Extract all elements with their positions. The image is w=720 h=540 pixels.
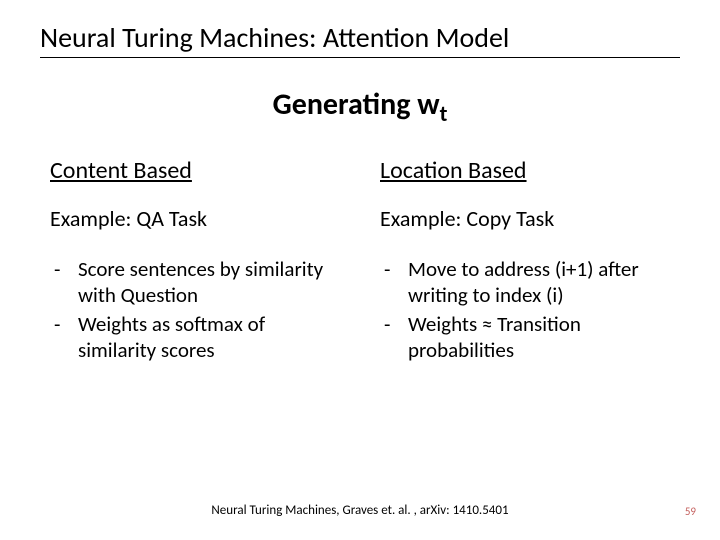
citation: Neural Turing Machines, Graves et. al. ,…: [0, 503, 720, 518]
slide: Neural Turing Machines: Attention Model …: [0, 0, 720, 540]
columns: Content Based Example: QA Task -Score se…: [40, 156, 680, 365]
list-item: -Move to address (i+1) after writing to …: [380, 256, 670, 309]
left-column: Content Based Example: QA Task -Score se…: [50, 156, 340, 365]
list-item: -Score sentences by similarity with Ques…: [50, 256, 340, 309]
left-example: Example: QA Task: [50, 205, 340, 232]
bullet-dash: -: [380, 311, 408, 364]
right-heading: Location Based: [380, 156, 670, 185]
right-example: Example: Copy Task: [380, 205, 670, 232]
bullet-text: Move to address (i+1) after writing to i…: [408, 256, 670, 309]
bullet-text: Score sentences by similarity with Quest…: [78, 256, 340, 309]
right-bullets: -Move to address (i+1) after writing to …: [380, 256, 670, 363]
subtitle-subscript: t: [440, 101, 448, 128]
bullet-dash: -: [50, 256, 78, 309]
slide-title: Neural Turing Machines: Attention Model: [40, 20, 680, 58]
slide-subtitle: Generating wt: [40, 86, 680, 128]
subtitle-prefix: Generating w: [273, 86, 440, 123]
bullet-dash: -: [380, 256, 408, 309]
right-column: Location Based Example: Copy Task -Move …: [380, 156, 670, 365]
left-bullets: -Score sentences by similarity with Ques…: [50, 256, 340, 363]
bullet-text: Weights ≈ Transition probabilities: [408, 311, 670, 364]
bullet-text: Weights as softmax of similarity scores: [78, 311, 340, 364]
page-number: 59: [685, 505, 696, 518]
list-item: -Weights as softmax of similarity scores: [50, 311, 340, 364]
left-heading: Content Based: [50, 156, 340, 185]
bullet-dash: -: [50, 311, 78, 364]
list-item: -Weights ≈ Transition probabilities: [380, 311, 670, 364]
